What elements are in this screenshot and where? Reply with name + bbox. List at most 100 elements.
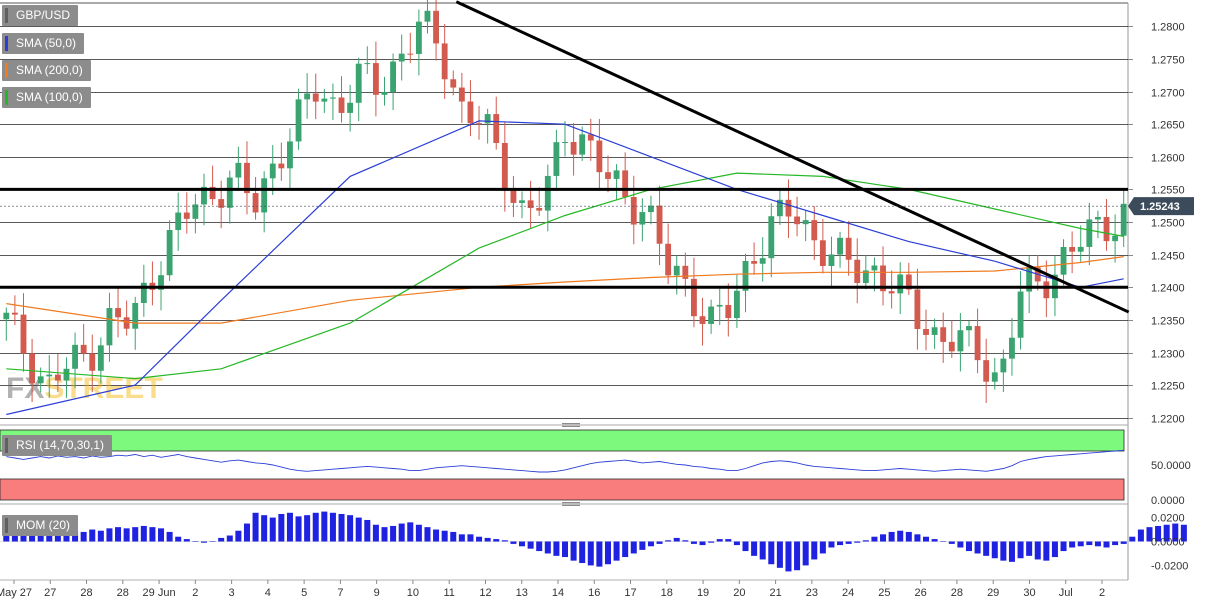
candle-body[interactable] [665, 243, 672, 276]
mom-bar[interactable] [1172, 523, 1179, 542]
candle-body[interactable] [691, 278, 697, 317]
candle-body[interactable] [312, 93, 319, 102]
sma50-legend[interactable]: SMA (50,0) [2, 33, 85, 54]
candle-body[interactable] [579, 134, 586, 155]
candle-body[interactable] [622, 170, 629, 198]
mom-bar[interactable] [604, 541, 611, 565]
mom-bar[interactable] [115, 527, 122, 542]
mom-bar[interactable] [89, 529, 96, 542]
candle-body[interactable] [570, 141, 577, 155]
candle-body[interactable] [682, 265, 689, 279]
candle-body[interactable] [854, 259, 861, 284]
candle-body[interactable] [656, 205, 663, 244]
mom-bar[interactable] [286, 512, 293, 542]
candle-body[interactable] [544, 175, 551, 211]
candle-body[interactable] [828, 254, 835, 266]
mom-bar[interactable] [312, 512, 319, 542]
candle-body[interactable] [1086, 219, 1093, 247]
candle-body[interactable] [72, 344, 78, 369]
mom-bar[interactable] [243, 523, 250, 542]
mom-bar[interactable] [1026, 541, 1033, 556]
mom-bar[interactable] [871, 536, 878, 542]
candle-body[interactable] [390, 61, 397, 93]
mom-bar[interactable] [1155, 525, 1162, 542]
mom-bar[interactable] [656, 541, 663, 544]
candle-body[interactable] [20, 314, 27, 354]
candle-body[interactable] [123, 317, 130, 329]
candle-body[interactable] [759, 258, 766, 264]
candle-body[interactable] [733, 290, 740, 319]
mom-bar[interactable] [544, 541, 551, 554]
mom-bar[interactable] [329, 512, 336, 542]
mom-bar[interactable] [54, 533, 61, 542]
candle-body[interactable] [493, 114, 500, 143]
mom-bar[interactable] [46, 534, 53, 542]
candle-body[interactable] [519, 200, 525, 203]
mom-bar[interactable] [673, 537, 680, 542]
mom-bar[interactable] [123, 528, 130, 542]
candle-body[interactable] [347, 102, 354, 113]
mom-bar[interactable] [880, 534, 887, 542]
candle-body[interactable] [166, 230, 173, 276]
candle-body[interactable] [897, 274, 904, 294]
mom-bar[interactable] [200, 541, 208, 543]
candle-body[interactable] [1043, 281, 1050, 299]
candle-body[interactable] [140, 282, 147, 303]
mom-bar[interactable] [1051, 541, 1058, 558]
mom-bar[interactable] [647, 541, 654, 547]
mom-bar[interactable] [527, 541, 534, 549]
mom-bar[interactable] [1043, 541, 1050, 561]
candle-body[interactable] [29, 353, 36, 384]
candle-body[interactable] [966, 326, 972, 331]
candle-body[interactable] [888, 291, 895, 294]
mom-bar[interactable] [622, 541, 629, 558]
candle-body[interactable] [321, 98, 328, 102]
mom-bar[interactable] [218, 537, 225, 542]
candle-body[interactable] [97, 345, 104, 371]
candle-body[interactable] [742, 261, 749, 291]
candle-body[interactable] [1000, 358, 1007, 373]
mom-bar[interactable] [1146, 527, 1153, 542]
mom-bar[interactable] [983, 541, 990, 556]
mom-bar[interactable] [183, 539, 190, 542]
candle-body[interactable] [192, 204, 199, 219]
mom-bar[interactable] [510, 541, 517, 544]
mom-bar[interactable] [716, 539, 723, 542]
mom-bar[interactable] [1163, 524, 1170, 542]
mom-bar[interactable] [965, 541, 972, 552]
mom-bar[interactable] [536, 541, 543, 552]
mom-bar[interactable] [742, 541, 749, 552]
mom-bar[interactable] [450, 531, 457, 542]
mom-bar[interactable] [1017, 541, 1024, 559]
mom-bar[interactable] [381, 527, 388, 542]
candle-body[interactable] [931, 327, 938, 335]
candle-body[interactable] [527, 200, 534, 208]
candle-body[interactable] [630, 197, 637, 225]
candle-body[interactable] [209, 186, 216, 200]
candle-body[interactable] [355, 63, 362, 103]
mom-bar[interactable] [398, 523, 405, 542]
mom-bar[interactable] [1060, 541, 1067, 552]
sma100-legend[interactable]: SMA (100,0) [2, 87, 91, 108]
mom-bar[interactable] [957, 541, 964, 548]
mom-bar[interactable] [553, 541, 560, 556]
mom-bar[interactable] [63, 531, 70, 542]
candle-body[interactable] [3, 312, 10, 320]
mom-bar[interactable] [897, 530, 904, 542]
candle-body[interactable] [484, 114, 491, 124]
mom-bar[interactable] [733, 541, 740, 546]
mom-bar[interactable] [922, 536, 930, 542]
mom-bar[interactable] [561, 541, 569, 558]
candle-body[interactable] [11, 312, 18, 315]
mom-bar[interactable] [579, 541, 586, 564]
mom-bar[interactable] [235, 530, 242, 542]
mom-bar[interactable] [613, 541, 620, 561]
mom-bar[interactable] [175, 536, 182, 542]
mom-bar[interactable] [11, 531, 18, 542]
mom-bar[interactable] [278, 513, 285, 542]
mom-bar[interactable] [132, 527, 139, 542]
mom-bar[interactable] [29, 533, 36, 542]
mom-bar[interactable] [1077, 541, 1084, 547]
mom-bar[interactable] [751, 541, 758, 556]
mom-bar[interactable] [1112, 541, 1119, 546]
